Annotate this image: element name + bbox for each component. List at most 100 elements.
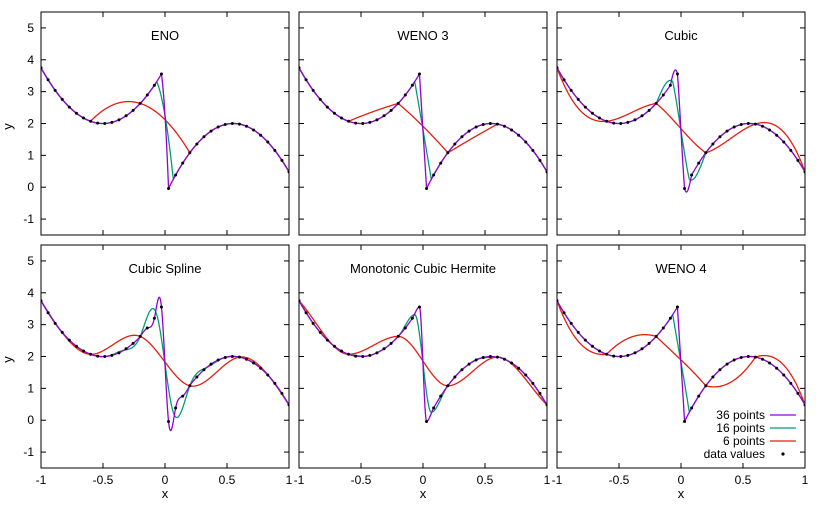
data-value-point (545, 403, 547, 407)
data-value-point (304, 311, 308, 315)
data-value-point (174, 406, 178, 410)
data-value-point (354, 354, 358, 358)
data-value-point (583, 105, 587, 109)
y-tick-label: -1 (23, 212, 34, 226)
data-value-point (690, 173, 694, 177)
data-value-point (138, 334, 142, 338)
data-value-point (410, 83, 414, 87)
data-value-point (202, 135, 206, 139)
data-value-point (502, 357, 506, 361)
data-value-point (633, 118, 637, 122)
data-value-point (181, 161, 185, 165)
data-value-point (668, 316, 672, 320)
data-value-point (612, 121, 616, 125)
data-value-point (683, 419, 687, 423)
data-value-point (626, 353, 630, 357)
data-value-point (598, 116, 602, 120)
panel-title: Monotonic Cubic Hermite (350, 261, 496, 276)
x-tick-label: 0 (420, 473, 427, 487)
data-value-point (474, 125, 478, 129)
data-value-point (439, 161, 443, 165)
panel-5: -1 -0.5 0 0.5 1 x Monotonic Cubic Hermite (294, 244, 551, 501)
data-value-point (41, 299, 43, 303)
data-value-point (195, 142, 199, 146)
data-value-point (782, 140, 786, 144)
data-value-point (683, 186, 687, 190)
data-value-point (562, 78, 566, 82)
data-value-point (230, 355, 234, 359)
series-line-6-points (557, 67, 805, 173)
data-value-point (361, 121, 365, 125)
panel-title: Cubic (664, 28, 698, 43)
x-tick-label: 1 (544, 473, 551, 487)
data-value-point (159, 72, 163, 76)
data-value-point (124, 347, 128, 351)
data-value-point (545, 170, 547, 174)
data-value-point (697, 394, 701, 398)
data-value-point (332, 111, 336, 115)
data-value-point (299, 66, 301, 70)
x-tick-label: 0.5 (219, 473, 236, 487)
x-tick-label: 0 (678, 473, 685, 487)
data-value-point (495, 355, 499, 359)
data-value-point (403, 93, 407, 97)
legend-entry-label: 6 points (723, 434, 765, 448)
data-value-point (259, 133, 263, 137)
panel-title: ENO (151, 28, 179, 43)
data-value-point (538, 391, 542, 395)
data-value-point (474, 358, 478, 362)
data-value-point (583, 338, 587, 342)
data-value-point (753, 355, 757, 359)
data-value-point (244, 124, 248, 128)
data-value-point (690, 406, 694, 410)
data-value-point (538, 158, 542, 162)
data-value-point (67, 338, 71, 342)
data-value-point (760, 124, 764, 128)
data-value-point (167, 419, 171, 423)
series-line-36-points (41, 67, 289, 190)
data-value-point (325, 338, 329, 342)
data-value-point (425, 186, 429, 190)
data-value-point (432, 406, 436, 410)
data-value-point (481, 355, 485, 359)
y-tick-label: 1 (27, 148, 34, 162)
y-tick-label: 0 (27, 413, 34, 427)
data-value-point (460, 368, 464, 372)
data-value-point (318, 330, 322, 334)
data-value-point (89, 352, 93, 356)
x-tick-label: 1 (802, 473, 809, 487)
data-value-point (531, 381, 535, 385)
series-line-36-points (557, 300, 805, 422)
data-value-point (768, 361, 772, 365)
x-tick-label: -0.5 (93, 473, 114, 487)
data-value-point (626, 120, 630, 124)
data-value-point (796, 391, 800, 395)
series-line-36-points (299, 300, 547, 423)
y-tick-label: 1 (27, 381, 34, 395)
data-value-point (403, 326, 407, 330)
data-value-point (711, 142, 715, 146)
data-value-point (368, 120, 372, 124)
legend-entry-label: 16 points (716, 421, 765, 435)
data-value-point (460, 135, 464, 139)
data-value-point (53, 321, 57, 325)
data-value-point (725, 129, 729, 133)
data-value-point (647, 341, 651, 345)
data-value-point (612, 354, 616, 358)
data-value-point (439, 394, 443, 398)
data-value-point (46, 78, 50, 82)
data-value-point (174, 173, 178, 177)
y-tick-label: 3 (27, 85, 34, 99)
data-value-point (259, 366, 263, 370)
y-tick-label: 2 (27, 350, 34, 364)
data-value-point (619, 354, 623, 358)
data-value-point (382, 347, 386, 351)
x-tick-label: 1 (286, 473, 293, 487)
data-value-point (237, 122, 241, 126)
x-tick-label: -1 (36, 473, 47, 487)
y-tick-label: 4 (27, 286, 34, 300)
data-value-point (760, 357, 764, 361)
data-value-point (789, 381, 793, 385)
data-value-point (488, 355, 492, 359)
data-value-point (725, 362, 729, 366)
